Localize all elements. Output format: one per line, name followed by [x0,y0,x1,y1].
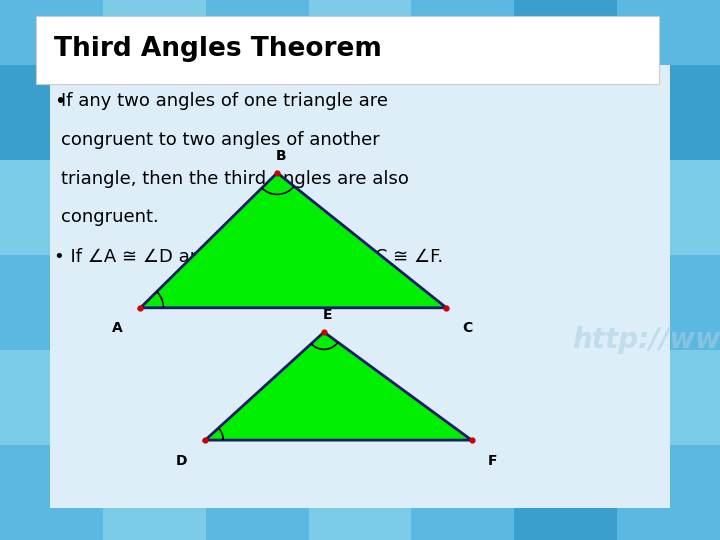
Bar [411,0,514,65]
Text: E: E [323,308,333,322]
Bar [411,508,514,540]
Bar [670,350,720,445]
Text: • If ∠A ≅ ∠D and ∠B ≅ ∠E, then ∠C ≅ ∠F.: • If ∠A ≅ ∠D and ∠B ≅ ∠E, then ∠C ≅ ∠F. [54,248,444,266]
Polygon shape [205,332,472,440]
Text: congruent.: congruent. [61,208,159,226]
Bar [0,160,50,255]
FancyBboxPatch shape [36,16,659,84]
Bar [0,255,50,350]
Bar [309,0,411,65]
Text: A: A [112,321,122,335]
Bar [670,65,720,160]
Bar [206,508,309,540]
Bar [0,445,50,540]
Bar [50,65,670,508]
Bar [0,0,103,65]
Text: B: B [276,149,286,163]
Text: F: F [487,454,497,468]
Text: http://www: http://www [572,326,720,354]
Bar [0,350,50,445]
Bar [0,65,50,160]
Bar [514,0,617,65]
Text: Third Angles Theorem: Third Angles Theorem [54,36,382,62]
Bar [0,508,103,540]
Bar [617,0,720,65]
Bar [670,255,720,350]
Text: C: C [462,321,472,335]
Bar [309,508,411,540]
Bar [206,0,309,65]
Text: triangle, then the third angles are also: triangle, then the third angles are also [61,170,409,187]
Bar [514,508,617,540]
Text: •: • [54,92,66,111]
Text: If any two angles of one triangle are: If any two angles of one triangle are [61,92,388,110]
Bar [103,0,206,65]
Polygon shape [140,173,446,308]
Bar [103,508,206,540]
Bar [670,160,720,255]
Bar [617,508,720,540]
Bar [670,445,720,540]
Text: D: D [176,454,187,468]
Text: congruent to two angles of another: congruent to two angles of another [61,131,380,149]
